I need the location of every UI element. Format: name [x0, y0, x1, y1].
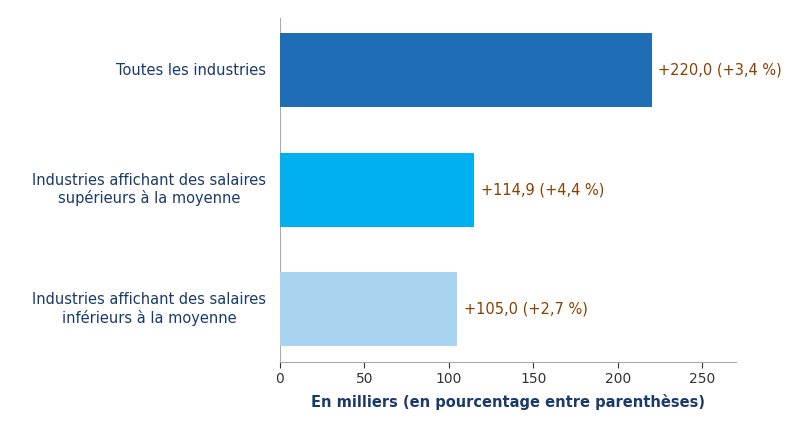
Bar [280, 153, 474, 227]
Bar [280, 272, 458, 346]
Text: +220,0 (+3,4 %): +220,0 (+3,4 %) [658, 63, 782, 78]
Text: +114,9 (+4,4 %): +114,9 (+4,4 %) [481, 182, 604, 197]
Text: +105,0 (+2,7 %): +105,0 (+2,7 %) [464, 302, 588, 317]
X-axis label: En milliers (en pourcentage entre parenthèses): En milliers (en pourcentage entre parent… [311, 394, 705, 411]
Bar [280, 33, 651, 107]
